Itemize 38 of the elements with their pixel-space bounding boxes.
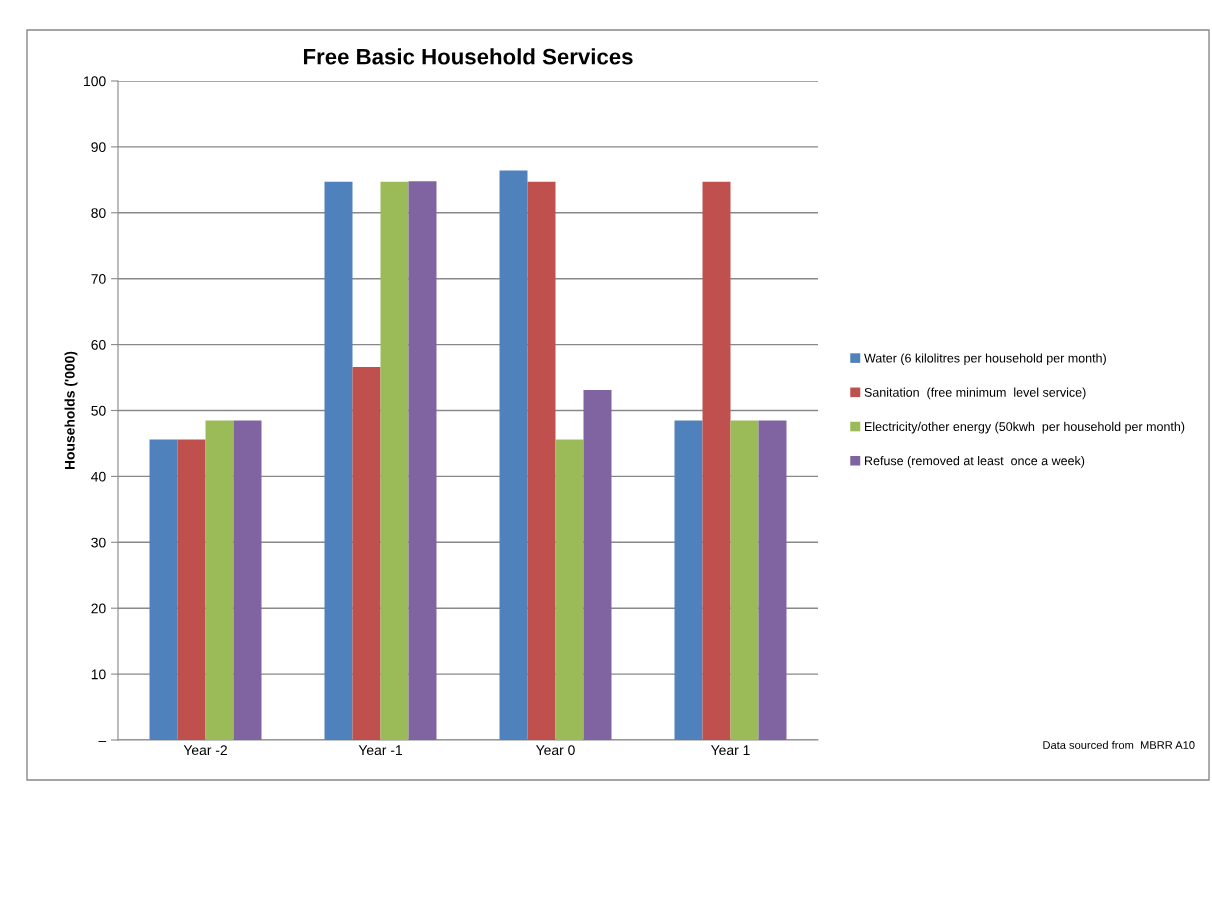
bar [352, 367, 381, 740]
x-tick-label: Year -1 [358, 745, 402, 756]
chart-title: Free Basic Household Services [303, 48, 633, 65]
text: Data sourced from MBRR A10 [1043, 740, 1195, 749]
y-tick-label: 90 [91, 142, 106, 153]
y-tick-label: 20 [91, 603, 106, 614]
y-tick-label: 80 [91, 208, 106, 218]
bar [527, 181, 556, 740]
y-tick-label: – [98, 741, 107, 742]
y-tick-label: 30 [91, 537, 106, 548]
x-tick-label: Year -2 [183, 745, 227, 756]
bar [408, 181, 437, 740]
y-tick-label: 40 [91, 471, 106, 482]
bar [149, 439, 178, 740]
bar [702, 181, 731, 740]
x-tick-label: Year 1 [710, 745, 750, 756]
bar [205, 420, 234, 740]
bar [758, 420, 787, 740]
legend-label: Refuse (removed at least once a week) [865, 456, 1085, 468]
bar [499, 170, 528, 740]
bar [233, 420, 262, 740]
bar [177, 439, 206, 740]
legend-label: Water (6 kilolitres per household per month) [864, 353, 1106, 366]
y-tick-label: 70 [91, 274, 106, 284]
y-axis-title: Households ('000) [64, 351, 78, 470]
legend-label: Electricity/other energy (50kwh per household per month) [865, 421, 1185, 434]
y-tick-label: 100 [84, 76, 106, 87]
bar [555, 439, 584, 740]
y-tick-label: 50 [91, 405, 106, 416]
bar [674, 420, 703, 740]
bar [730, 420, 759, 740]
x-tick-label: Year 0 [535, 745, 575, 756]
y-tick-label: 10 [91, 669, 106, 680]
legend-label: Sanitation (free minimum level service) [864, 387, 1086, 400]
bar [583, 390, 612, 740]
y-tick-label: 60 [91, 339, 106, 350]
bar [380, 181, 409, 740]
bar [324, 181, 353, 740]
